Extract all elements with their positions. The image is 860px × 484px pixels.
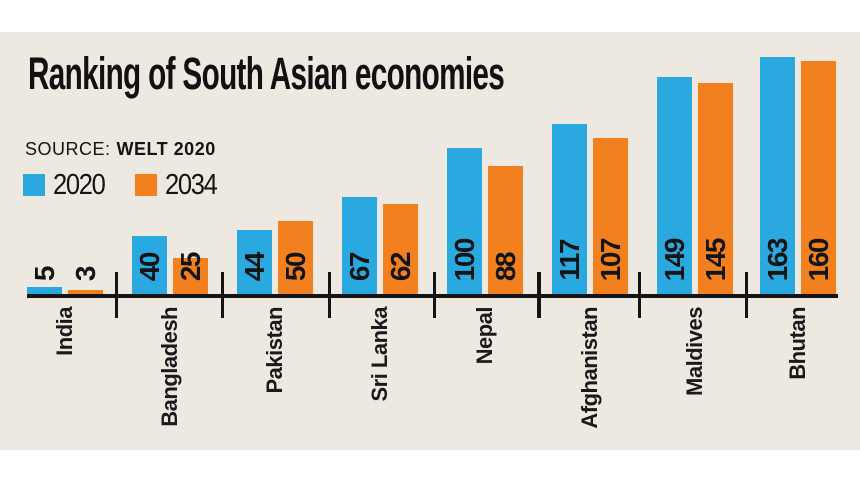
bar-value-2034: 3 <box>69 266 101 281</box>
bar-value-2034: 50 <box>279 252 311 281</box>
category-label: Pakistan <box>262 307 287 394</box>
bar-2034 <box>801 61 836 294</box>
bar-value-2020: 117 <box>553 240 585 281</box>
category-label: India <box>52 307 77 356</box>
bar-value-2020: 44 <box>238 252 270 281</box>
bar-2034 <box>383 204 418 294</box>
source-value: WELT 2020 <box>116 139 216 159</box>
bar-value-2020: 100 <box>448 238 480 281</box>
bar-2020 <box>760 57 795 294</box>
category-label: Afghanistan <box>577 307 602 429</box>
bar-2020 <box>447 148 482 294</box>
bar-value-2034: 62 <box>384 252 416 281</box>
category-label: Bhutan <box>785 307 810 380</box>
category-label: Bangladesh <box>157 307 182 427</box>
legend-item-2034: 2034 <box>134 169 224 201</box>
group-tick <box>432 272 437 318</box>
bar-2034 <box>278 221 313 294</box>
x-axis-line <box>27 294 838 298</box>
legend-label-2020: 2020 <box>53 169 106 201</box>
bar-2020 <box>132 236 167 294</box>
chart-title: Ranking of South Asian economies <box>28 48 505 99</box>
group-tick <box>744 272 749 318</box>
bar-value-2034: 160 <box>802 238 834 281</box>
group-tick <box>114 272 119 318</box>
bar-2034 <box>68 290 103 294</box>
bar-2034 <box>173 258 208 294</box>
legend-swatch-2020-icon <box>23 174 45 196</box>
bar-value-2020: 149 <box>658 238 690 281</box>
legend: 2020 2034 <box>23 169 224 201</box>
bar-value-2020: 163 <box>761 238 793 281</box>
bar-2034 <box>488 166 523 294</box>
bar-value-2034: 107 <box>594 238 626 281</box>
group-tick <box>220 272 225 318</box>
source-line: SOURCE: WELT 2020 <box>25 139 216 160</box>
legend-item-2020: 2020 <box>23 169 112 201</box>
legend-label-2034: 2034 <box>164 169 218 201</box>
category-label: Sri Lanka <box>367 307 392 402</box>
category-label: Nepal <box>472 307 497 365</box>
bar-2020 <box>552 124 587 294</box>
bar-2020 <box>237 230 272 294</box>
bar-value-2020: 67 <box>343 252 375 281</box>
bar-2020 <box>342 197 377 294</box>
bar-2034 <box>593 138 628 294</box>
bar-value-2034: 25 <box>174 252 206 281</box>
group-tick <box>537 272 541 318</box>
bar-2034 <box>698 83 733 294</box>
bar-value-2034: 145 <box>699 238 731 281</box>
source-label: SOURCE: <box>25 139 111 159</box>
bar-value-2020: 5 <box>28 266 60 281</box>
legend-swatch-2034-icon <box>134 174 157 196</box>
group-tick <box>637 272 642 318</box>
bar-2020 <box>27 287 62 294</box>
bar-value-2034: 88 <box>489 252 521 281</box>
category-label: Maldives <box>682 307 707 396</box>
bar-value-2020: 40 <box>133 252 165 281</box>
group-tick <box>327 272 332 318</box>
bar-2020 <box>657 77 692 294</box>
